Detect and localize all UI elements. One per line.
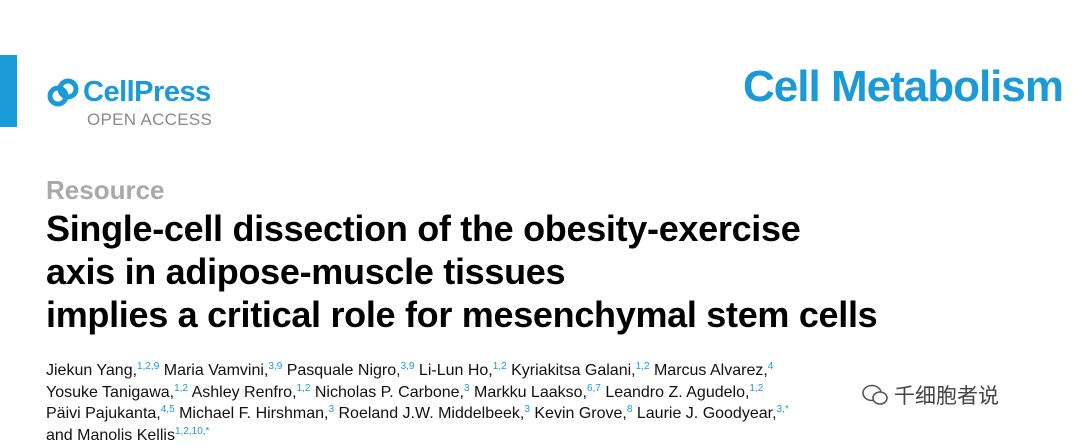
author-name: Laurie J. Goodyear, <box>637 405 777 422</box>
watermark: 千细胞者说 <box>862 380 999 410</box>
author: Markku Laakso,6,7 <box>474 384 601 401</box>
affiliation: 1,2 <box>493 361 507 372</box>
author-name: Yosuke Tanigawa, <box>46 384 174 401</box>
accent-bar <box>0 55 17 127</box>
author: Pasquale Nigro,3,9 <box>287 362 415 379</box>
title-line: Single-cell dissection of the obesity-ex… <box>46 207 877 250</box>
author: Nicholas P. Carbone,3 <box>315 384 470 401</box>
publisher-logo: CellPress <box>47 76 211 109</box>
author-name: Nicholas P. Carbone, <box>315 384 464 401</box>
author-name: Maria Vamvini, <box>164 362 269 379</box>
author-name: Marcus Alvarez, <box>654 362 768 379</box>
journal-name: Cell Metabolism <box>743 62 1063 112</box>
author: Kyriakitsa Galani,1,2 <box>511 362 649 379</box>
author: Laurie J. Goodyear,3,* <box>637 405 789 422</box>
author: Maria Vamvini,3,9 <box>164 362 283 379</box>
affiliation: 1,2 <box>636 361 650 372</box>
author: and Manolis Kellis1,2,10,* <box>46 427 209 444</box>
affiliation: 3,9 <box>401 361 415 372</box>
author: Kevin Grove,8 <box>534 405 632 422</box>
author-name: Päivi Pajukanta, <box>46 405 161 422</box>
access-label: OPEN ACCESS <box>87 110 212 130</box>
watermark-text: 千细胞者说 <box>894 380 999 410</box>
author-name: and Manolis Kellis <box>46 427 175 444</box>
affiliation: 6,7 <box>587 383 601 394</box>
author-name: Leandro Z. Agudelo, <box>605 384 749 401</box>
article-title: Single-cell dissection of the obesity-ex… <box>46 207 877 336</box>
author-name: Michael F. Hirshman, <box>179 405 328 422</box>
author-name: Jiekun Yang, <box>46 362 137 379</box>
author-name: Roeland J.W. Middelbeek, <box>338 405 524 422</box>
author-line: and Manolis Kellis1,2,10,* <box>46 425 789 446</box>
author-list: Jiekun Yang,1,2,9 Maria Vamvini,3,9 Pasq… <box>46 360 789 446</box>
author-line: Yosuke Tanigawa,1,2 Ashley Renfro,1,2 Ni… <box>46 382 789 404</box>
watermark-icon <box>862 384 888 406</box>
affiliation: 3,9 <box>268 361 282 372</box>
author-name: Markku Laakso, <box>474 384 587 401</box>
author: Marcus Alvarez,4 <box>654 362 773 379</box>
author: Leandro Z. Agudelo,1,2 <box>605 384 763 401</box>
author-name: Ashley Renfro, <box>192 384 297 401</box>
author-name: Kevin Grove, <box>534 405 626 422</box>
author-name: Li-Lun Ho, <box>419 362 493 379</box>
author: Ashley Renfro,1,2 <box>192 384 311 401</box>
affiliation: 3 <box>464 383 470 394</box>
author: Roeland J.W. Middelbeek,3 <box>338 405 529 422</box>
article-type: Resource <box>46 175 165 206</box>
affiliation: 1,2,9 <box>137 361 159 372</box>
affiliation: 3 <box>328 404 334 415</box>
author: Yosuke Tanigawa,1,2 <box>46 384 188 401</box>
title-line: implies a critical role for mesenchymal … <box>46 293 877 336</box>
affiliation: 4 <box>768 361 774 372</box>
affiliation: 3 <box>524 404 530 415</box>
affiliation: 1,2 <box>174 383 188 394</box>
author: Päivi Pajukanta,4,5 <box>46 405 175 422</box>
logo-icon <box>47 78 79 108</box>
affiliation: 1,2,10,* <box>175 426 209 437</box>
affiliation: 1,2 <box>297 383 311 394</box>
author-line: Päivi Pajukanta,4,5 Michael F. Hirshman,… <box>46 403 789 425</box>
author-name: Pasquale Nigro, <box>287 362 401 379</box>
affiliation: 3,* <box>777 404 789 415</box>
author: Jiekun Yang,1,2,9 <box>46 362 159 379</box>
affiliation: 4,5 <box>161 404 175 415</box>
author-name: Kyriakitsa Galani, <box>511 362 636 379</box>
author: Michael F. Hirshman,3 <box>179 405 334 422</box>
affiliation: 1,2 <box>749 383 763 394</box>
affiliation: 8 <box>627 404 633 415</box>
author: Li-Lun Ho,1,2 <box>419 362 507 379</box>
author-line: Jiekun Yang,1,2,9 Maria Vamvini,3,9 Pasq… <box>46 360 789 382</box>
title-line: axis in adipose-muscle tissues <box>46 250 877 293</box>
publisher-name: CellPress <box>83 76 211 109</box>
